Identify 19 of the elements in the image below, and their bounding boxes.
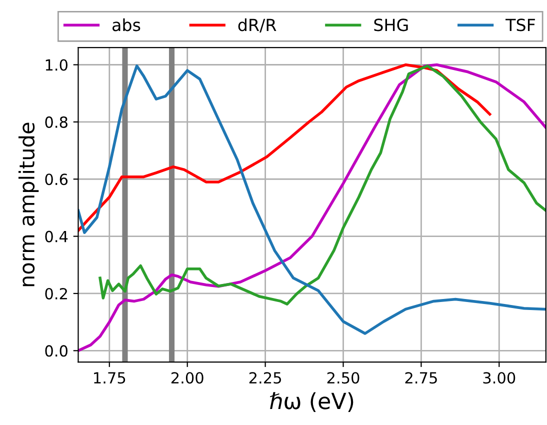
- x-tick-label: 2.50: [327, 372, 360, 384]
- y-tick-label: 0.8: [45, 116, 68, 128]
- legend-label: TSF: [506, 18, 535, 32]
- legend-label: abs: [112, 18, 140, 32]
- x-axis-title: ℏω (eV): [270, 392, 354, 412]
- y-tick-label: 1.0: [46, 59, 68, 71]
- legend-label: dR/R: [238, 18, 276, 33]
- x-tick-label: 2.00: [171, 372, 204, 384]
- y-axis-title: norm amplitude: [18, 122, 39, 286]
- line-series: [78, 63, 492, 232]
- y-tick-label: 0.0: [45, 345, 68, 357]
- y-tick-label: 0.2: [45, 288, 67, 300]
- x-tick-label: 3.00: [483, 372, 516, 384]
- legend-label: SHG: [374, 18, 408, 32]
- x-tick-label: 2.25: [249, 372, 281, 384]
- y-tick-label: 0.6: [45, 174, 68, 186]
- x-tick-label: 2.75: [405, 372, 437, 384]
- y-tick-label: 0.4: [45, 230, 68, 242]
- x-tick-label: 1.75: [94, 372, 126, 384]
